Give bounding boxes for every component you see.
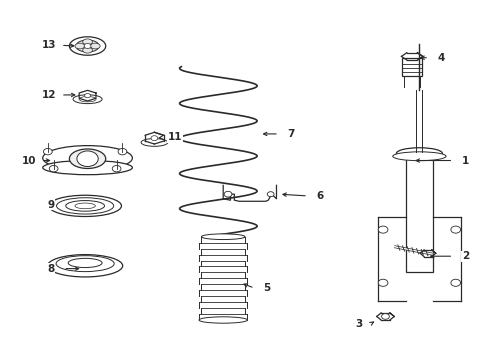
Text: 4: 4	[438, 53, 445, 63]
Ellipse shape	[76, 40, 99, 52]
Ellipse shape	[43, 145, 132, 170]
Ellipse shape	[79, 96, 96, 102]
Ellipse shape	[393, 152, 446, 161]
FancyBboxPatch shape	[406, 157, 433, 272]
Ellipse shape	[75, 43, 85, 49]
Text: 11: 11	[168, 132, 182, 143]
Ellipse shape	[201, 234, 245, 239]
Ellipse shape	[70, 149, 106, 168]
Circle shape	[382, 314, 390, 319]
Text: 12: 12	[42, 90, 56, 100]
Circle shape	[224, 192, 232, 197]
Text: 3: 3	[355, 319, 363, 329]
Ellipse shape	[75, 203, 96, 209]
Text: 8: 8	[48, 264, 55, 274]
Ellipse shape	[199, 317, 247, 323]
Ellipse shape	[48, 255, 122, 277]
Circle shape	[267, 192, 274, 197]
Ellipse shape	[56, 256, 114, 272]
Circle shape	[151, 136, 158, 141]
Text: 7: 7	[287, 129, 294, 139]
Text: 6: 6	[317, 191, 324, 201]
Ellipse shape	[73, 95, 102, 104]
Circle shape	[112, 166, 121, 172]
Text: 13: 13	[42, 40, 56, 50]
Ellipse shape	[66, 201, 104, 211]
Circle shape	[85, 94, 91, 98]
Circle shape	[378, 226, 388, 233]
Circle shape	[451, 279, 461, 286]
Ellipse shape	[396, 148, 442, 159]
Circle shape	[49, 166, 58, 172]
Circle shape	[118, 148, 127, 155]
Circle shape	[451, 226, 461, 233]
Ellipse shape	[83, 48, 93, 53]
Ellipse shape	[70, 37, 106, 55]
Text: 2: 2	[462, 251, 469, 261]
Text: 10: 10	[22, 156, 37, 166]
Ellipse shape	[68, 258, 102, 267]
Circle shape	[84, 44, 91, 49]
Ellipse shape	[56, 198, 114, 214]
Ellipse shape	[141, 139, 168, 146]
Circle shape	[77, 151, 98, 167]
FancyBboxPatch shape	[402, 58, 422, 76]
Circle shape	[378, 279, 388, 286]
Ellipse shape	[83, 39, 93, 45]
Ellipse shape	[49, 195, 122, 216]
Ellipse shape	[43, 161, 132, 175]
Text: 1: 1	[462, 156, 469, 166]
Text: 9: 9	[48, 200, 55, 210]
Ellipse shape	[91, 43, 100, 49]
Circle shape	[44, 148, 52, 155]
Text: 5: 5	[263, 283, 270, 293]
